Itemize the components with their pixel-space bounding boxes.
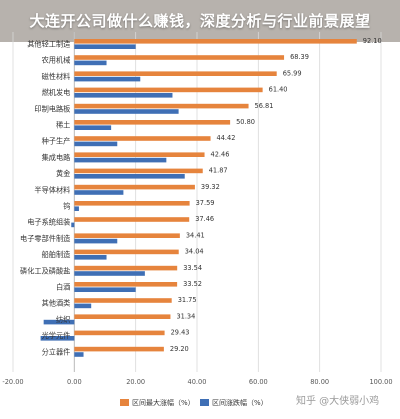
data-label: 61.40 — [269, 86, 288, 94]
x-tick-label: 60.00 — [249, 378, 268, 386]
data-label: 33.52 — [183, 280, 202, 288]
category-label: 集成电路 — [42, 153, 71, 162]
bar-max-gain — [74, 71, 277, 76]
category-label: 白酒 — [56, 283, 70, 292]
data-label: 29.20 — [170, 345, 189, 353]
data-label: 31.34 — [176, 312, 195, 320]
category-label: 电子系统组装 — [27, 218, 70, 227]
bar-max-gain — [74, 217, 190, 222]
data-label: 56.81 — [255, 102, 274, 110]
data-label: 37.59 — [196, 199, 215, 207]
x-tick-label: 20.00 — [126, 378, 145, 386]
data-label: 34.41 — [186, 231, 205, 239]
bar-interval-change — [74, 141, 118, 147]
category-label: 船舶制造 — [42, 250, 71, 259]
category-label: 农用机械 — [42, 56, 71, 65]
bar-max-gain — [74, 314, 171, 319]
bar-max-gain — [74, 201, 190, 206]
bar-max-gain — [74, 233, 180, 238]
x-tick-label: 80.00 — [310, 378, 329, 386]
bar-interval-change — [43, 319, 75, 325]
data-label: 33.54 — [183, 264, 202, 272]
category-label: 印制电路板 — [34, 104, 70, 113]
data-label: 44.42 — [217, 134, 236, 142]
category-label: 种子生产 — [42, 137, 71, 146]
data-label: 31.75 — [178, 296, 197, 304]
bar-interval-change — [74, 174, 185, 179]
legend-label: 区间最大涨幅（%） — [132, 398, 195, 407]
data-label: 68.39 — [290, 53, 309, 61]
bar-interval-change — [74, 255, 107, 260]
category-label: 钨 — [63, 202, 70, 211]
bar-max-gain — [74, 87, 263, 93]
bar-interval-change — [74, 206, 79, 211]
legend-swatch-min — [200, 399, 209, 406]
data-label: 39.32 — [201, 183, 220, 191]
category-label: 半导体材料 — [34, 185, 70, 194]
legend-swatch-max — [120, 399, 129, 406]
category-label: 其他酒类 — [42, 299, 71, 308]
bar-interval-change — [71, 222, 75, 228]
bar-interval-change — [40, 336, 75, 341]
bar-max-gain — [74, 265, 178, 271]
bar-max-gain — [74, 103, 249, 109]
category-label: 稀土 — [56, 121, 70, 130]
bar-interval-change — [74, 303, 92, 309]
bar-max-gain — [74, 249, 179, 255]
bar-interval-change — [74, 44, 136, 49]
bar-max-gain — [74, 298, 172, 303]
bar-interval-change — [74, 238, 118, 244]
bar-interval-change — [74, 190, 124, 195]
data-label: 34.04 — [185, 248, 204, 256]
x-tick-label: 100.00 — [369, 378, 392, 386]
bar-interval-change — [74, 271, 145, 276]
bar-max-gain — [74, 168, 203, 174]
data-label: 65.99 — [283, 69, 302, 77]
bar-max-gain — [74, 120, 231, 125]
data-label: 42.46 — [211, 150, 230, 158]
category-label: 电子零部件制造 — [20, 234, 70, 243]
data-label: 92.10 — [363, 37, 382, 45]
bar-max-gain — [74, 184, 195, 190]
bar-interval-change — [74, 125, 112, 130]
bar-interval-change — [74, 352, 84, 357]
bar-interval-change — [74, 60, 107, 66]
watermark: 知乎 @大侠弱小鸡 — [296, 396, 380, 407]
bar-max-gain — [74, 282, 178, 287]
bar-interval-change — [74, 109, 179, 114]
bar-max-gain — [74, 346, 164, 352]
x-tick-label: 40.00 — [188, 378, 207, 386]
category-label: 分立器件 — [42, 347, 71, 356]
x-tick-label: -20.00 — [2, 378, 23, 386]
data-label: 29.43 — [171, 329, 190, 337]
page-title: 大连开公司做什么赚钱，深度分析与行业前景展望 — [0, 0, 400, 42]
category-label: 磁性材料 — [42, 72, 71, 81]
data-label: 41.87 — [209, 167, 228, 175]
legend-label: 区间涨跌幅（%） — [212, 398, 268, 407]
bar-max-gain — [74, 39, 357, 44]
bar-interval-change — [74, 157, 167, 163]
data-label: 37.46 — [195, 215, 214, 223]
category-label: 纺织 — [56, 315, 70, 324]
bar-interval-change — [74, 93, 173, 98]
x-tick-label: 0.00 — [67, 378, 82, 386]
bar-max-gain — [74, 330, 165, 336]
bar-max-gain — [74, 136, 211, 141]
bar-max-gain — [74, 55, 285, 60]
category-label: 其他轻工制造 — [27, 40, 70, 49]
bar-max-gain — [74, 152, 205, 157]
data-label: 50.80 — [236, 118, 255, 126]
bar-interval-change — [74, 76, 141, 82]
category-label: 光学元件 — [42, 331, 71, 340]
bar-interval-change — [74, 287, 136, 292]
category-label: 磷化工及磷酸盐 — [20, 266, 70, 275]
category-label: 燃机发电 — [42, 88, 71, 97]
category-label: 黄金 — [56, 169, 70, 178]
